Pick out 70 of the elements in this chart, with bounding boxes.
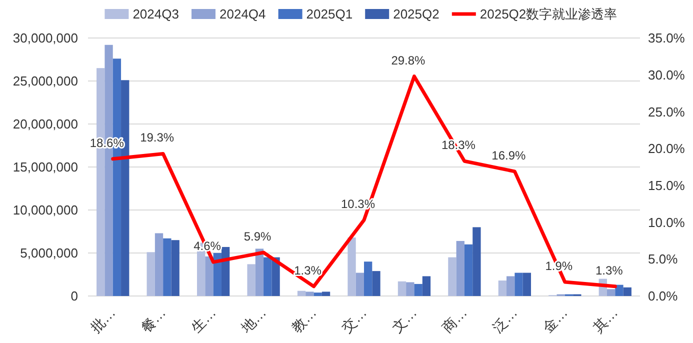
- data-label: 1.3%: [595, 263, 624, 278]
- bar: [154, 233, 164, 296]
- legend-label: 2024Q3: [132, 6, 179, 22]
- legend-label: 2025Q2数字就业渗透率: [480, 6, 618, 22]
- x-tick-label: 教…: [288, 304, 320, 336]
- x-tick-label: 文…: [388, 304, 420, 336]
- y-tick-label: 25,000,000: [12, 74, 78, 89]
- bar: [514, 272, 523, 296]
- bar: [464, 244, 473, 296]
- bar: [615, 284, 624, 296]
- data-label: 29.8%: [391, 53, 426, 68]
- bar: [146, 252, 155, 296]
- bar: [297, 290, 306, 296]
- x-tick-label: 泛…: [489, 304, 520, 336]
- bar: [247, 264, 256, 296]
- bar: [414, 284, 422, 296]
- bar: [522, 272, 532, 296]
- x-tick-label: 金…: [539, 304, 570, 336]
- bar: [205, 256, 214, 296]
- y2-tick-label: 35.0%: [648, 30, 686, 46]
- x-tick-label: 生…: [188, 304, 219, 336]
- data-label: 16.9%: [492, 148, 526, 162]
- y2-tick-label: 0.0%: [648, 288, 678, 304]
- y-tick-label: 15,000,000: [12, 160, 78, 175]
- y2-tick-label: 15.0%: [648, 178, 686, 193]
- bar: [322, 292, 330, 296]
- bar: [213, 253, 222, 296]
- bar: [255, 248, 264, 296]
- data-label: 19.3%: [140, 130, 174, 145]
- y2-tick-label: 5.0%: [648, 252, 678, 267]
- x-tick-label: 其…: [590, 304, 621, 336]
- x-tick-label: 批…: [87, 304, 118, 336]
- bar: [398, 281, 406, 296]
- x-tick-label: 餐…: [138, 304, 169, 336]
- bar: [406, 282, 414, 296]
- bar: [498, 280, 507, 296]
- bar: [422, 276, 431, 296]
- legend-label: 2025Q1: [306, 6, 353, 22]
- y-tick-label: 10,000,000: [12, 202, 78, 218]
- bar: [472, 227, 481, 296]
- x-tick-label: 商…: [438, 304, 470, 336]
- bar: [623, 287, 632, 296]
- y-tick-label: 0: [70, 288, 78, 304]
- bar: [306, 292, 314, 296]
- y2-tick-label: 10.0%: [648, 214, 686, 230]
- bar: [364, 262, 372, 296]
- bar: [314, 292, 322, 296]
- y-tick-label: 5,000,000: [20, 246, 78, 261]
- y-tick-label: 20,000,000: [12, 116, 78, 132]
- legend-label: 2025Q2: [393, 6, 440, 22]
- x-tick-label: 交…: [338, 304, 370, 336]
- bar: [221, 246, 230, 296]
- data-label: 1.3%: [294, 263, 322, 278]
- data-label: 5.9%: [244, 230, 272, 244]
- bar: [264, 257, 272, 296]
- y2-tick-label: 20.0%: [648, 141, 686, 156]
- bar: [448, 257, 456, 296]
- legend-label: 2024Q4: [220, 6, 266, 22]
- y2-tick-label: 30.0%: [648, 67, 686, 82]
- y2-tick-label: 25.0%: [648, 104, 686, 120]
- x-tick-label: 地…: [237, 304, 270, 336]
- bar: [606, 289, 616, 296]
- bar: [506, 276, 515, 296]
- bar: [372, 271, 380, 296]
- y-tick-label: 30,000,000: [12, 30, 78, 46]
- bar: [163, 238, 172, 296]
- bar: [356, 272, 364, 296]
- bar: [171, 240, 180, 296]
- bar: [456, 240, 464, 296]
- bar: [348, 238, 356, 296]
